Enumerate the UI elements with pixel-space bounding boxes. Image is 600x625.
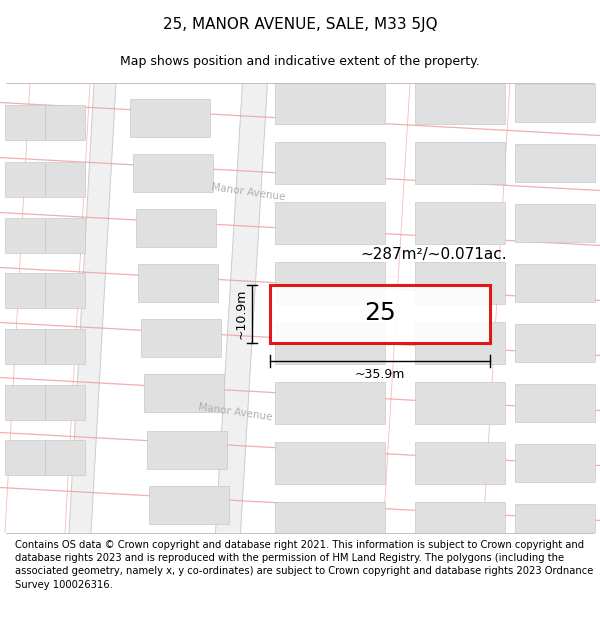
Bar	[415, 201, 505, 244]
Bar	[515, 84, 595, 121]
Bar	[275, 81, 385, 124]
Text: Contains OS data © Crown copyright and database right 2021. This information is : Contains OS data © Crown copyright and d…	[15, 540, 593, 589]
Bar	[130, 99, 210, 136]
Text: ~287m²/~0.071ac.: ~287m²/~0.071ac.	[360, 247, 506, 262]
Bar	[45, 440, 85, 475]
Bar	[5, 105, 45, 140]
Bar	[138, 264, 218, 301]
Text: Manor Avenue: Manor Avenue	[197, 402, 273, 422]
Bar	[275, 501, 385, 544]
Bar	[45, 162, 85, 197]
Text: ~10.9m: ~10.9m	[235, 288, 248, 339]
Bar	[141, 319, 221, 356]
Text: 25: 25	[364, 301, 396, 326]
Bar	[275, 381, 385, 424]
Bar	[415, 141, 505, 184]
Bar	[275, 141, 385, 184]
Polygon shape	[69, 82, 116, 532]
Bar	[415, 81, 505, 124]
Bar	[275, 321, 385, 364]
Bar	[270, 284, 490, 342]
Bar	[5, 162, 45, 197]
Bar	[415, 501, 505, 544]
Bar	[149, 486, 229, 524]
Bar	[5, 218, 45, 253]
Bar	[515, 204, 595, 241]
Bar	[275, 261, 385, 304]
Bar	[515, 504, 595, 541]
Bar	[45, 273, 85, 308]
Bar	[133, 154, 213, 191]
Bar	[415, 321, 505, 364]
Text: Map shows position and indicative extent of the property.: Map shows position and indicative extent…	[120, 56, 480, 68]
Bar	[415, 261, 505, 304]
Bar	[45, 329, 85, 364]
Bar	[275, 441, 385, 484]
Bar	[45, 385, 85, 420]
Bar	[5, 273, 45, 308]
Bar	[146, 431, 227, 469]
Bar	[515, 144, 595, 181]
Bar	[515, 384, 595, 421]
Bar	[45, 218, 85, 253]
Bar	[45, 105, 85, 140]
Bar	[275, 201, 385, 244]
Bar	[136, 209, 215, 246]
Bar	[144, 374, 224, 411]
Bar	[515, 444, 595, 481]
Polygon shape	[215, 82, 268, 532]
Bar	[5, 329, 45, 364]
Text: Manor Avenue: Manor Avenue	[211, 182, 286, 203]
Bar	[515, 264, 595, 301]
Text: ~35.9m: ~35.9m	[355, 369, 405, 381]
Bar	[5, 385, 45, 420]
Text: 25, MANOR AVENUE, SALE, M33 5JQ: 25, MANOR AVENUE, SALE, M33 5JQ	[163, 18, 437, 32]
Bar	[415, 381, 505, 424]
Bar	[415, 441, 505, 484]
Bar	[515, 324, 595, 361]
Bar	[5, 440, 45, 475]
